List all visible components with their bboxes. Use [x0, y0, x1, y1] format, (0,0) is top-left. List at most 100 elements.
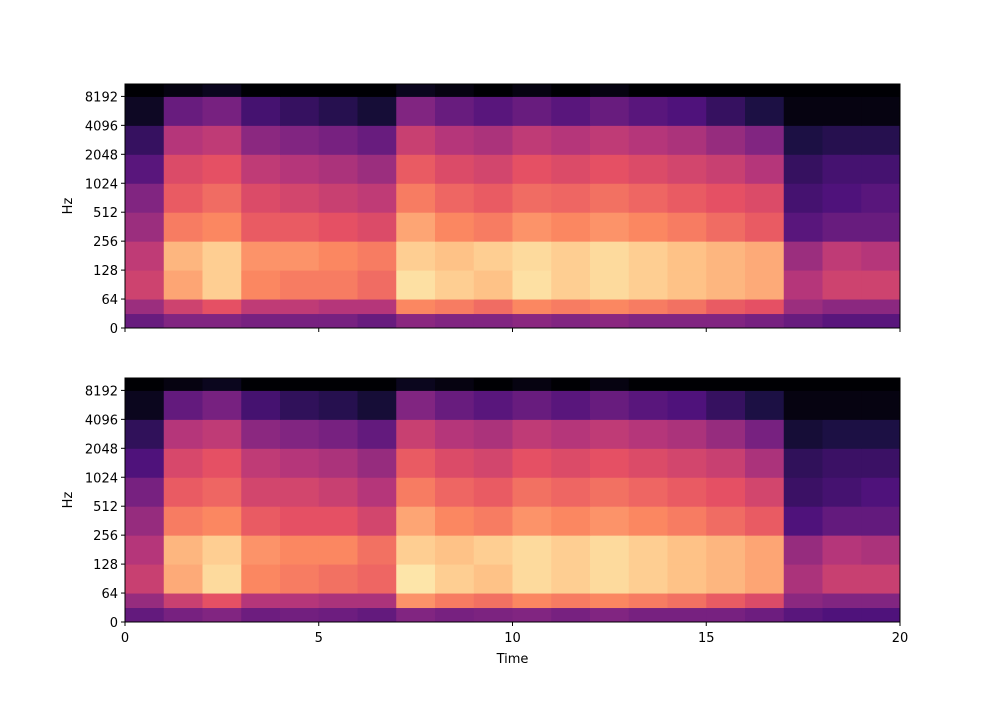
spectrogram-cell: [280, 84, 320, 97]
spectrogram-cell: [163, 607, 203, 623]
spectrogram-cell: [473, 506, 513, 536]
spectrogram-cell: [512, 477, 552, 507]
spectrogram-cell: [706, 593, 746, 609]
spectrogram-cell: [280, 390, 320, 420]
spectrogram-cell: [667, 96, 707, 126]
spectrogram-cell: [667, 448, 707, 478]
spectrogram-cell: [202, 535, 242, 565]
spectrogram-cell: [590, 593, 630, 609]
y-tick-label: 2048: [85, 442, 118, 457]
spectrogram-cell: [357, 154, 397, 184]
spectrogram-cell: [861, 299, 901, 315]
spectrogram-cell: [435, 125, 475, 155]
spectrogram-cell: [473, 607, 513, 623]
spectrogram-cell: [590, 84, 630, 97]
spectrogram-cell: [512, 593, 552, 609]
spectrogram-cell: [861, 390, 901, 420]
spectrogram-cell: [822, 241, 862, 271]
spectrogram-cell: [241, 607, 281, 623]
spectrogram-cell: [241, 154, 281, 184]
spectrogram-cell: [628, 313, 668, 329]
spectrogram-cell: [357, 564, 397, 594]
spectrogram-cell: [435, 419, 475, 449]
spectrogram-cell: [125, 535, 165, 565]
spectrogram-cell: [396, 448, 436, 478]
y-tick-label: 0: [110, 322, 118, 337]
spectrogram-cell: [280, 154, 320, 184]
spectrogram-cell: [667, 477, 707, 507]
y-tick-label: 512: [93, 206, 118, 221]
spectrogram-cell: [551, 84, 591, 97]
spectrogram-cell: [318, 96, 358, 126]
spectrogram-cell: [396, 154, 436, 184]
spectrogram-cell: [551, 448, 591, 478]
spectrogram-cell: [202, 419, 242, 449]
spectrogram-cell: [241, 593, 281, 609]
spectrogram-cell: [745, 84, 785, 97]
spectrogram-cell: [667, 270, 707, 300]
spectrogram-cell: [551, 241, 591, 271]
spectrogram-cell: [280, 419, 320, 449]
spectrogram-cell: [318, 378, 358, 391]
spectrogram-cell: [396, 241, 436, 271]
spectrogram-cell: [706, 183, 746, 213]
spectrogram-cell: [473, 390, 513, 420]
spectrogram-cell: [745, 593, 785, 609]
spectrogram-cell: [125, 448, 165, 478]
spectrogram-cell: [667, 593, 707, 609]
spectrogram-cell: [512, 270, 552, 300]
spectrogram-cell: [163, 506, 203, 536]
spectrogram-cell: [745, 419, 785, 449]
spectrogram-cell: [125, 183, 165, 213]
spectrogram-cell: [551, 535, 591, 565]
spectrogram-cell: [512, 299, 552, 315]
spectrogram-cell: [783, 212, 823, 242]
spectrogram-cell: [706, 506, 746, 536]
spectrogram-cell: [745, 270, 785, 300]
spectrogram-cell: [473, 241, 513, 271]
spectrogram-cell: [861, 477, 901, 507]
spectrogram-cell: [590, 448, 630, 478]
spectrogram-cell: [667, 241, 707, 271]
spectrogram-cell: [667, 154, 707, 184]
spectrogram-cell: [396, 125, 436, 155]
spectrogram-cell: [241, 96, 281, 126]
spectrogram-cell: [590, 477, 630, 507]
spectrogram-cell: [435, 390, 475, 420]
spectrogram-cell: [628, 535, 668, 565]
spectrogram-cell: [667, 299, 707, 315]
spectrogram-cell: [667, 419, 707, 449]
spectrogram-cell: [125, 378, 165, 391]
spectrogram-cell: [590, 212, 630, 242]
y-tick-label: 128: [93, 264, 118, 279]
spectrogram-cell: [280, 125, 320, 155]
x-tick-label: 5: [315, 631, 323, 646]
spectrogram-cell: [822, 313, 862, 329]
spectrogram-cell: [241, 477, 281, 507]
spectrogram-cell: [318, 183, 358, 213]
spectrogram-cell: [590, 270, 630, 300]
spectrogram-cell: [473, 125, 513, 155]
spectrogram-cell: [357, 96, 397, 126]
spectrogram-cell: [628, 84, 668, 97]
spectrogram-cell: [822, 564, 862, 594]
spectrogram-cell: [551, 299, 591, 315]
spectrogram-cell: [202, 448, 242, 478]
spectrogram-cell: [473, 535, 513, 565]
spectrogram-cell: [396, 593, 436, 609]
spectrogram-cell: [745, 378, 785, 391]
spectrogram-cell: [241, 313, 281, 329]
spectrogram-cell: [745, 241, 785, 271]
spectrogram-cell: [783, 84, 823, 97]
spectrogram-cell: [202, 154, 242, 184]
spectrogram-cell: [861, 419, 901, 449]
spectrogram-cell: [163, 299, 203, 315]
spectrogram-cell: [435, 96, 475, 126]
spectrogram-cell: [396, 535, 436, 565]
spectrogram-cell: [318, 313, 358, 329]
spectrogram-cell: [357, 607, 397, 623]
spectrogram-cell: [822, 535, 862, 565]
spectrogram-cell: [318, 535, 358, 565]
spectrogram-cell: [280, 299, 320, 315]
spectrogram-cell: [783, 564, 823, 594]
